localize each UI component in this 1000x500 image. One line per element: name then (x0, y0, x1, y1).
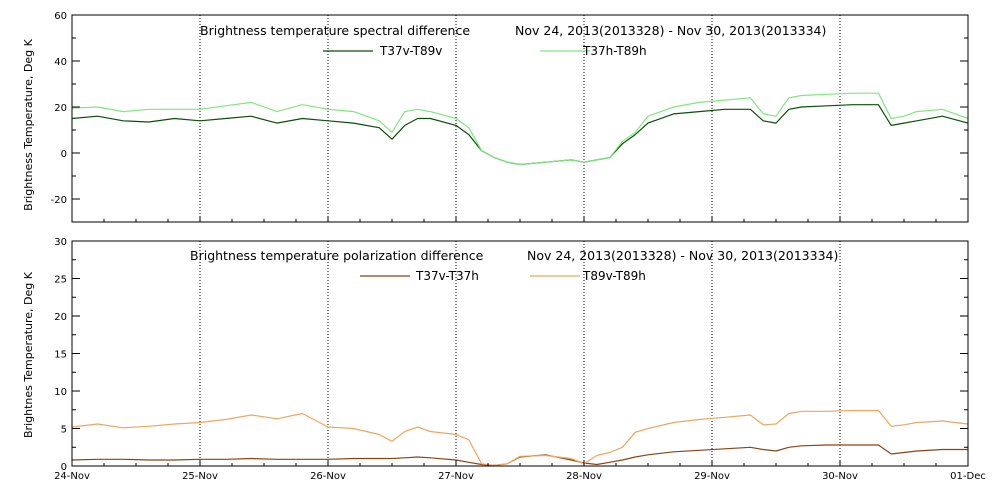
y-tick-label: 60 (54, 11, 67, 22)
series-lines (71, 409, 969, 466)
x-tick-label: 25-Nov (182, 471, 218, 482)
y-tick-label: 20 (54, 312, 67, 323)
legend-label-t37h-t89h: T37h-T89h (582, 44, 647, 58)
series-line-t37h-t89h (71, 92, 969, 166)
x-tick-label: 01-Dec (950, 471, 986, 482)
series-line-t89v-t89h (71, 409, 969, 466)
y-tick-label: 30 (54, 237, 67, 248)
y-axis-label: Brightness Temperature, Deg K (22, 38, 35, 210)
x-tick-labels: 24-Nov 25-Nov 26-Nov 27-Nov 28-Nov 29-Nov 30-N… (54, 471, 986, 482)
y-tick-label: 5 (61, 425, 67, 436)
series-line-t37v-t37h (71, 444, 968, 466)
x-tick-label: 28-Nov (566, 471, 602, 482)
series-lines (71, 92, 969, 166)
legend-label-t37v-t89v: T37v-T89v (379, 44, 442, 58)
axis-ticks (71, 240, 969, 467)
x-tick-label: 27-Nov (438, 471, 474, 482)
chart-date-range: Nov 24, 2013(2013328) - Nov 30, 2013(201… (515, 23, 826, 38)
x-tick-label: 26-Nov (310, 471, 346, 482)
legend-label-t37v-t37h: T37v-T37h (415, 269, 479, 283)
legend-label-t89v-t89h: T89v-T89h (582, 269, 646, 283)
y-tick-label: 15 (54, 350, 67, 361)
y-tick-label: -20 (51, 195, 67, 206)
x-tick-label: 29-Nov (694, 471, 730, 482)
y-tick-label: 25 (54, 275, 67, 286)
y-tick-labels: -20 0 20 40 60 (51, 11, 67, 206)
chart-date-range: Nov 24, 2013(2013328) - Nov 30, 2013(201… (527, 248, 838, 263)
y-tick-label: 0 (61, 149, 67, 160)
y-tick-label: 0 (61, 462, 67, 473)
y-tick-label: 10 (54, 387, 67, 398)
axis-ticks (71, 14, 969, 223)
y-axis-label: Brightnes Temperature, Deg K (22, 271, 35, 438)
y-tick-labels: 0 5 10 15 20 25 30 (54, 237, 67, 473)
y-tick-label: 20 (54, 103, 67, 114)
x-tick-label: 30-Nov (822, 471, 858, 482)
chart-title: Brightness temperature polarization diff… (190, 248, 484, 263)
spectral-difference-panel: -20 0 20 40 60 Brightness temperature spectr… (22, 11, 969, 223)
y-tick-label: 40 (54, 57, 67, 68)
chart-title: Brightness temperature spectral differen… (200, 23, 470, 38)
polarization-difference-panel: 0 5 10 15 20 25 30 24-Nov 25-Nov 26-Nov 27-Nov 28-… (22, 237, 986, 482)
x-tick-label: 24-Nov (54, 471, 90, 482)
